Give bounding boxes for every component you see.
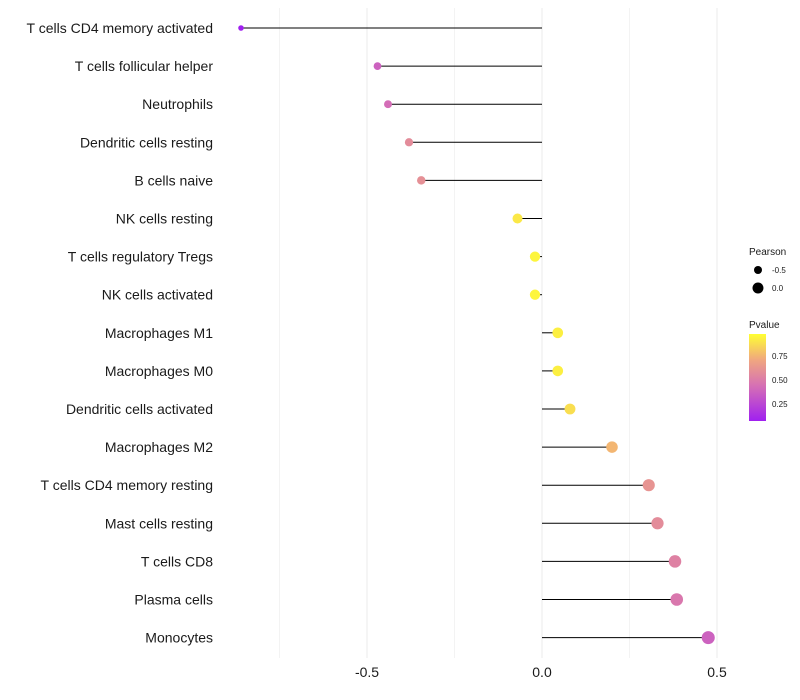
points — [238, 25, 715, 645]
legend-pearson-dot-1 — [754, 266, 762, 274]
category-label: Monocytes — [145, 630, 213, 646]
category-label: Dendritic cells resting — [80, 134, 213, 150]
category-label: B cells naive — [134, 172, 213, 188]
category-label: NK cells activated — [102, 287, 213, 303]
x-tick-label: 0.5 — [707, 664, 727, 680]
legend-pvalue-label-1: 0.25 — [772, 400, 788, 409]
category-label: Macrophages M1 — [105, 325, 213, 341]
legend-pvalue-title: Pvalue — [749, 320, 780, 331]
point — [529, 289, 541, 300]
point — [373, 62, 382, 70]
legend-pearson-title: Pearson — [749, 247, 786, 258]
point — [552, 365, 564, 377]
category-label: T cells CD4 memory resting — [41, 477, 213, 493]
category-label: Dendritic cells activated — [66, 401, 213, 417]
point — [529, 251, 541, 262]
point — [417, 176, 426, 185]
legend-pearson: Pearson -0.5 0.0 — [749, 247, 786, 294]
legend-pvalue: Pvalue 0.25 0.50 0.75 — [749, 320, 788, 421]
category-label: NK cells resting — [116, 211, 213, 227]
x-tick-labels: -0.5 0.0 0.5 — [355, 664, 727, 680]
legend-pearson-label-2: 0.0 — [772, 284, 784, 293]
legend-pvalue-label-2: 0.50 — [772, 376, 788, 385]
category-label: T cells follicular helper — [75, 58, 214, 74]
category-label: Neutrophils — [142, 96, 213, 112]
category-label: Plasma cells — [134, 592, 213, 608]
category-label: Macrophages M0 — [105, 363, 213, 379]
point — [512, 213, 523, 224]
point — [668, 555, 682, 568]
category-label: T cells CD8 — [141, 553, 213, 569]
category-label: T cells regulatory Tregs — [68, 249, 213, 265]
category-label: Mast cells resting — [105, 515, 213, 531]
point — [670, 593, 684, 606]
point — [651, 517, 664, 530]
point — [606, 441, 618, 453]
point — [701, 631, 715, 645]
x-tick-label: 0.0 — [532, 664, 552, 680]
category-labels: T cells CD4 memory activated T cells foll… — [27, 20, 214, 646]
category-label: T cells CD4 memory activated — [27, 20, 213, 36]
legend-pearson-dot-2 — [752, 282, 764, 294]
legend-pvalue-colorbar — [749, 334, 766, 421]
point — [552, 327, 564, 339]
gridlines — [279, 8, 718, 658]
point — [404, 138, 414, 147]
point — [642, 479, 655, 492]
point — [564, 403, 576, 415]
x-tick-label: -0.5 — [355, 664, 379, 680]
legend-pvalue-label-3: 0.75 — [772, 352, 788, 361]
stems — [241, 27, 709, 639]
point — [238, 25, 244, 31]
point — [384, 100, 392, 109]
legend-pearson-label-1: -0.5 — [772, 266, 786, 275]
category-label: Macrophages M2 — [105, 439, 213, 455]
